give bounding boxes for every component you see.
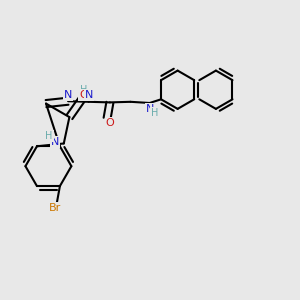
- Text: O: O: [106, 118, 114, 128]
- Text: H: H: [151, 108, 159, 118]
- Text: H: H: [45, 131, 53, 141]
- Text: N: N: [64, 90, 72, 100]
- Text: Br: Br: [49, 203, 61, 213]
- Text: N: N: [51, 137, 59, 147]
- Text: O: O: [80, 90, 88, 100]
- Text: H: H: [80, 85, 87, 95]
- Text: N: N: [146, 104, 154, 114]
- Text: N: N: [85, 90, 93, 100]
